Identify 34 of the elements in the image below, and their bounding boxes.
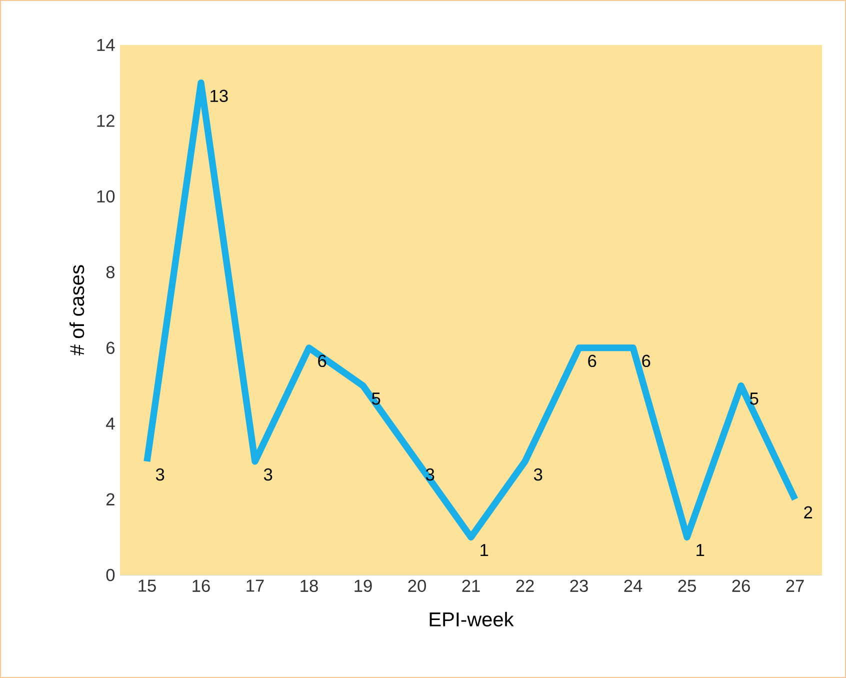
data-label: 1 [696, 544, 704, 556]
data-label: 5 [750, 392, 758, 405]
y-tick-label: 10 [97, 190, 115, 203]
data-label: 6 [318, 354, 326, 368]
x-tick-label: 23 [570, 580, 588, 592]
y-tick-label: 14 [97, 39, 115, 51]
data-label: 1 [480, 544, 488, 556]
x-tick-label: 20 [408, 580, 426, 592]
x-tick-label: 19 [354, 580, 372, 592]
data-label: 3 [534, 468, 542, 481]
y-tick-label: 2 [106, 493, 114, 506]
x-tick-label: 17 [246, 580, 264, 592]
data-label: 6 [588, 354, 596, 368]
data-label: 13 [210, 90, 228, 102]
data-label: 2 [804, 506, 812, 518]
data-label: 6 [642, 354, 650, 368]
y-tick-label: 4 [106, 418, 115, 430]
x-tick-label: 22 [516, 580, 534, 592]
x-tick-label: 24 [624, 580, 642, 592]
x-tick-label: 27 [786, 580, 804, 592]
x-tick-label: 18 [300, 580, 318, 592]
y-tick-label: 0 [106, 568, 115, 582]
x-tick-label: 25 [678, 580, 696, 592]
x-tick-label: 26 [732, 580, 750, 592]
y-axis-title: # of cases [69, 265, 84, 356]
x-axis-title: EPI-week [430, 612, 514, 626]
x-tick-label: 21 [462, 580, 480, 592]
y-tick-label: 8 [106, 266, 115, 278]
y-tick-label: 12 [97, 114, 114, 127]
data-label: 3 [264, 468, 272, 481]
data-label: 3 [156, 468, 164, 481]
x-tick-label: 16 [192, 580, 210, 592]
y-tick-label: 6 [106, 342, 115, 354]
x-tick-label: 15 [138, 580, 156, 592]
